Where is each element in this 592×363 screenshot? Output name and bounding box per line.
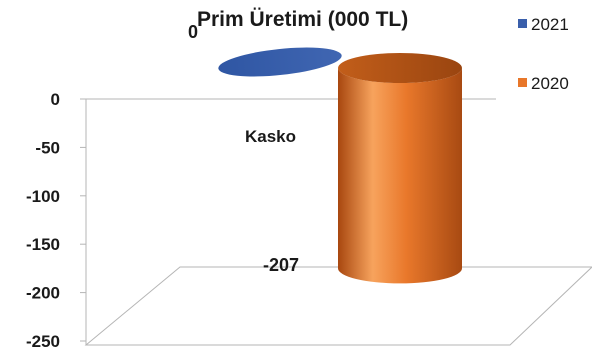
y-tick-label: -250 — [26, 332, 60, 351]
data-label-2021: 0 — [188, 22, 198, 42]
legend-swatch-2020 — [518, 78, 527, 87]
legend: 2021 2020 — [518, 15, 569, 93]
legend-label-2021: 2021 — [531, 15, 569, 34]
y-tick-labels: 0 -50 -100 -150 -200 -250 — [26, 90, 60, 351]
bar-2020-top — [338, 53, 462, 83]
y-tick-label: -50 — [35, 138, 60, 157]
chart-floor — [84, 266, 592, 346]
y-tick-label: -100 — [26, 187, 60, 206]
bar-2020-kasko — [338, 53, 462, 284]
legend-swatch-2021 — [518, 19, 527, 28]
legend-label-2020: 2020 — [531, 74, 569, 93]
y-tick-label: 0 — [51, 90, 60, 109]
y-tick-marks — [80, 98, 86, 342]
chart-title: Prim Üretimi (000 TL) — [197, 8, 408, 31]
y-tick-label: -150 — [26, 235, 60, 254]
category-label-kasko: Kasko — [245, 127, 296, 146]
bar-2020-body — [338, 68, 462, 284]
bar-2021-kasko — [218, 47, 342, 77]
data-label-2020: -207 — [263, 255, 299, 275]
y-tick-label: -200 — [26, 284, 60, 303]
y-axis: 0 -50 -100 -150 -200 -250 — [26, 90, 496, 351]
